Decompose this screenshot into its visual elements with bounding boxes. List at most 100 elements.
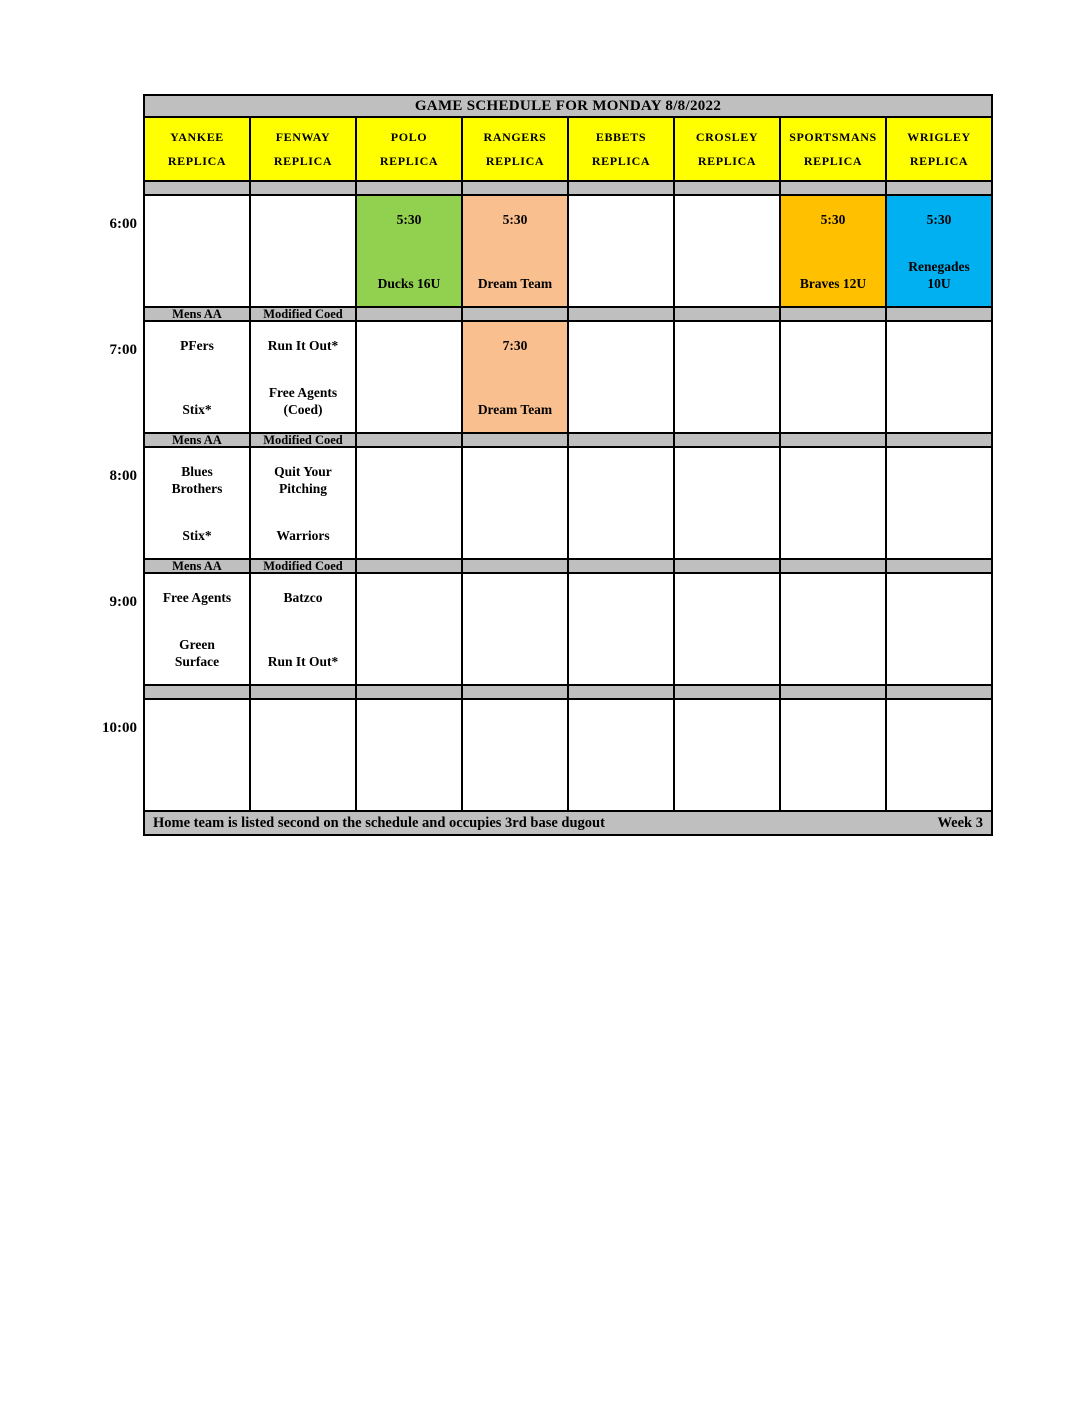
field-name-line1: RANGERS	[483, 129, 547, 144]
schedule-cell: PFers Stix*	[145, 322, 249, 432]
schedule-sheet: GAME SCHEDULE FOR MONDAY 8/8/2022 YANKEE…	[102, 94, 993, 836]
time-label-10: 10:00	[102, 720, 137, 736]
field-name-line2: REPLICA	[803, 153, 863, 168]
field-header-crosley: CROSLEY REPLICA	[675, 118, 779, 180]
time-label-8: 8:00	[109, 468, 138, 484]
cell-top-text: PFers	[180, 338, 214, 353]
divider-cell	[781, 434, 885, 446]
field-name-line1: YANKEE	[170, 129, 224, 144]
schedule-cell	[675, 322, 779, 432]
field-name-line1: WRIGLEY	[907, 129, 971, 144]
cell-top-text: 7:30	[502, 338, 528, 353]
schedule-cell	[569, 196, 673, 306]
cell-bottom-text: Run It Out*	[267, 654, 339, 669]
schedule-cell: 5:30 Ducks 16U	[357, 196, 461, 306]
divider-cell	[463, 182, 567, 194]
cell-top-text: Quit Your Pitching	[274, 464, 332, 496]
cell-bottom-text: Stix*	[182, 528, 212, 543]
field-name-line1: CROSLEY	[695, 129, 759, 144]
field-name-line2: REPLICA	[591, 153, 651, 168]
schedule-cell: 7:30 Dream Team	[463, 322, 567, 432]
schedule-cell	[357, 322, 461, 432]
time-label-7: 7:00	[109, 342, 138, 358]
divider-cell	[357, 686, 461, 698]
field-header-row: YANKEE REPLICA FENWAY REPLICA POLO REPLICA …	[145, 118, 991, 180]
schedule-cell	[357, 700, 461, 810]
field-name-line1: FENWAY	[275, 129, 331, 144]
divider-strip	[145, 182, 991, 194]
field-header-ebbets: EBBETS REPLICA	[569, 118, 673, 180]
schedule-cell	[887, 574, 991, 684]
league-label: Modified Coed	[251, 434, 355, 446]
divider-cell	[887, 686, 991, 698]
schedule-cell	[569, 700, 673, 810]
cell-top-text: 5:30	[820, 212, 846, 227]
divider-cell	[251, 686, 355, 698]
league-label: Modified Coed	[251, 308, 355, 320]
divider-cell	[463, 434, 567, 446]
schedule-cell	[675, 448, 779, 558]
week-label: Week 3	[937, 814, 983, 831]
divider-cell	[675, 308, 779, 320]
schedule-cell	[887, 700, 991, 810]
cell-top-text: Free Agents	[162, 590, 232, 605]
divider-cell	[357, 560, 461, 572]
field-name-line2: REPLICA	[273, 153, 333, 168]
cell-bottom-text: Warriors	[276, 528, 330, 543]
divider-cell	[887, 434, 991, 446]
cell-bottom-text: Free Agents (Coed)	[268, 385, 338, 417]
schedule-cell: 5:30 Renegades 10U	[887, 196, 991, 306]
field-name-line1: POLO	[390, 129, 428, 144]
schedule-cell: Free Agents Green Surface	[145, 574, 249, 684]
game-row-7:00: PFers Stix* Run It Out* Free Agents (Coed) 7…	[145, 322, 991, 432]
schedule-cell: Run It Out* Free Agents (Coed)	[251, 322, 355, 432]
game-row-9:00: Free Agents Green Surface Batzco Run It Out…	[145, 574, 991, 684]
schedule-cell	[781, 322, 885, 432]
field-header-fenway: FENWAY REPLICA	[251, 118, 355, 180]
divider-cell	[463, 560, 567, 572]
time-label-9: 9:00	[109, 594, 138, 610]
schedule-cell	[887, 322, 991, 432]
league-label: Mens AA	[145, 308, 249, 320]
footer-note: Home team is listed second on the schedu…	[153, 814, 605, 831]
divider-strip: Mens AA Modified Coed	[145, 434, 991, 446]
schedule-cell	[357, 574, 461, 684]
field-name-line2: REPLICA	[909, 153, 969, 168]
cell-bottom-text: Stix*	[182, 402, 212, 417]
divider-cell	[463, 686, 567, 698]
schedule-cell	[145, 700, 249, 810]
cell-top-text: Batzco	[283, 590, 323, 605]
league-label: Mens AA	[145, 434, 249, 446]
divider-cell	[887, 182, 991, 194]
time-label-6: 6:00	[109, 216, 138, 232]
field-name-line1: SPORTSMANS	[789, 129, 877, 144]
schedule-cell	[675, 574, 779, 684]
schedule-cell	[145, 196, 249, 306]
divider-strip: Mens AA Modified Coed	[145, 308, 991, 320]
field-header-rangers: RANGERS REPLICA	[463, 118, 567, 180]
schedule-cell	[357, 448, 461, 558]
footer-bar: Home team is listed second on the schedu…	[145, 812, 991, 834]
divider-cell	[463, 308, 567, 320]
divider-cell	[251, 182, 355, 194]
game-row-6:00: 5:30 Ducks 16U 5:30 Dream Team 5:30 Braves 12…	[145, 196, 991, 306]
schedule-cell	[251, 700, 355, 810]
divider-cell	[781, 308, 885, 320]
schedule-cell	[463, 448, 567, 558]
league-label: Modified Coed	[251, 560, 355, 572]
field-header-sportsmans: SPORTSMANS REPLICA	[781, 118, 885, 180]
field-name-line2: REPLICA	[485, 153, 545, 168]
field-header-yankee: YANKEE REPLICA	[145, 118, 249, 180]
schedule-cell: Blues Brothers Stix*	[145, 448, 249, 558]
divider-cell	[781, 182, 885, 194]
schedule-cell	[569, 574, 673, 684]
field-name-line2: REPLICA	[379, 153, 439, 168]
schedule-cell	[675, 196, 779, 306]
divider-cell	[887, 308, 991, 320]
divider-cell	[357, 434, 461, 446]
schedule-cell: Quit Your Pitching Warriors	[251, 448, 355, 558]
divider-strip	[145, 686, 991, 698]
schedule-cell	[781, 448, 885, 558]
field-header-wrigley: WRIGLEY REPLICA	[887, 118, 991, 180]
field-name-line2: REPLICA	[167, 153, 227, 168]
